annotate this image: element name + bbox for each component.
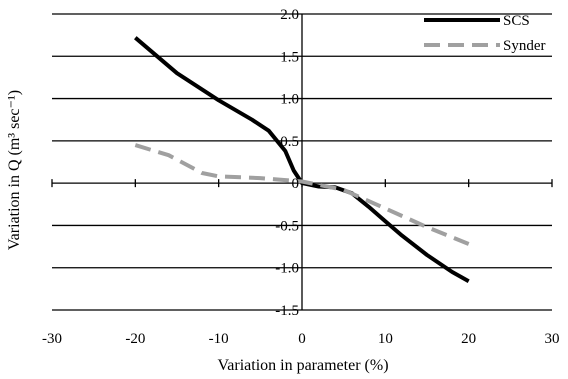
x-tick-label: 10 — [378, 331, 393, 347]
series-line-synder — [134, 143, 470, 246]
x-tick-label: -10 — [209, 331, 229, 347]
legend: SCS Synder — [424, 13, 546, 54]
series-line-scs — [134, 36, 470, 283]
y-axis-title: Variation in Q (m³ sec⁻¹) — [6, 90, 23, 250]
y-tick-label: -1.5 — [275, 303, 299, 319]
y-tick-label: 2.0 — [280, 7, 299, 23]
y-tick-label: 1.5 — [280, 49, 299, 65]
tick-labels: 2.0 1.5 1.0 0.5 0 -0.5 -1.0 -1.5 -30 -20 -10 0 10 20 3… — [42, 7, 560, 347]
axes — [51, 14, 553, 310]
y-tick-label: -1.0 — [275, 261, 299, 277]
series-lines — [134, 36, 470, 283]
x-axis-title: Variation in parameter (%) — [217, 357, 388, 374]
x-tick-label: -20 — [125, 331, 145, 347]
x-tick-label: 30 — [545, 331, 560, 347]
legend-label-synder: Synder — [503, 38, 546, 54]
y-tick-label: 0.5 — [280, 134, 299, 150]
legend-label-scs: SCS — [503, 13, 530, 29]
x-tick-label: 20 — [461, 331, 476, 347]
y-tick-label: 0 — [292, 176, 300, 192]
x-tick-label: -30 — [42, 331, 62, 347]
x-tick-label: 0 — [298, 331, 306, 347]
y-tick-label: -0.5 — [275, 218, 299, 234]
y-tick-label: 1.0 — [280, 92, 299, 108]
